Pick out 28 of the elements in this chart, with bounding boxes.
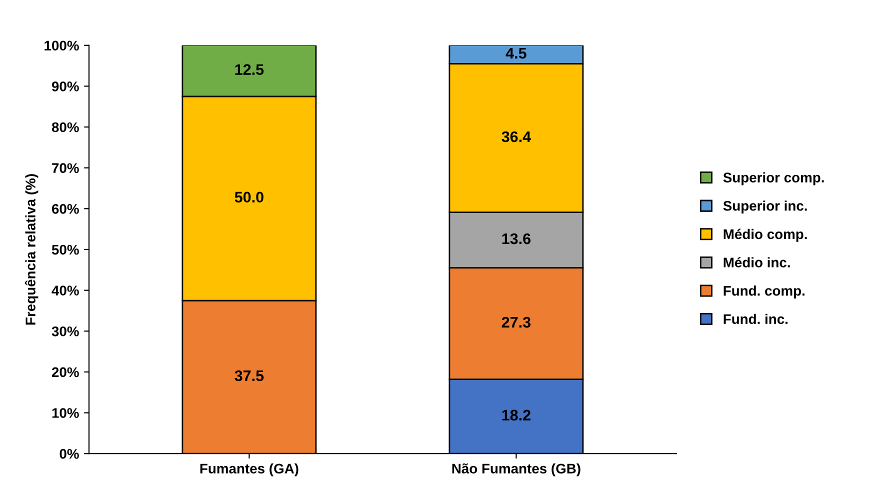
legend-label: Médio comp. <box>724 228 807 242</box>
data-label: 13.6 <box>502 233 531 244</box>
data-label: 4.5 <box>506 48 526 59</box>
y-tick-label: 70% <box>52 163 79 173</box>
y-tick-label: 60% <box>52 204 79 214</box>
legend-label: Fund. comp. <box>724 286 804 298</box>
legend-label: Superior inc. <box>723 200 807 214</box>
y-tick-label: 40% <box>52 286 79 296</box>
legend-label: Fund. inc. <box>724 314 788 324</box>
y-tick-label: 0% <box>60 448 79 459</box>
y-axis-title: Frequência relativa (%) <box>24 174 38 325</box>
legend-label: Superior comp. <box>723 172 824 186</box>
y-tick-label: 30% <box>52 326 79 336</box>
data-label: 27.3 <box>502 316 531 328</box>
y-tick-label: 20% <box>52 367 79 378</box>
data-label: 50.0 <box>234 192 264 203</box>
y-tick-label: 100% <box>44 40 79 51</box>
data-label: 36.4 <box>502 131 531 142</box>
x-tick-label: Não Fumantes (GB) <box>452 463 580 476</box>
legend-label: Médio inc. <box>724 257 790 268</box>
y-tick-label: 10% <box>52 408 79 418</box>
x-tick-label: Fumantes (GA) <box>200 463 298 476</box>
y-tick-label: 80% <box>52 122 79 132</box>
y-tick-label: 90% <box>52 82 79 92</box>
data-label: 18.2 <box>502 410 530 421</box>
data-label: 37.5 <box>234 370 264 382</box>
y-tick-label: 50% <box>52 244 79 255</box>
data-label: 12.5 <box>235 64 264 75</box>
